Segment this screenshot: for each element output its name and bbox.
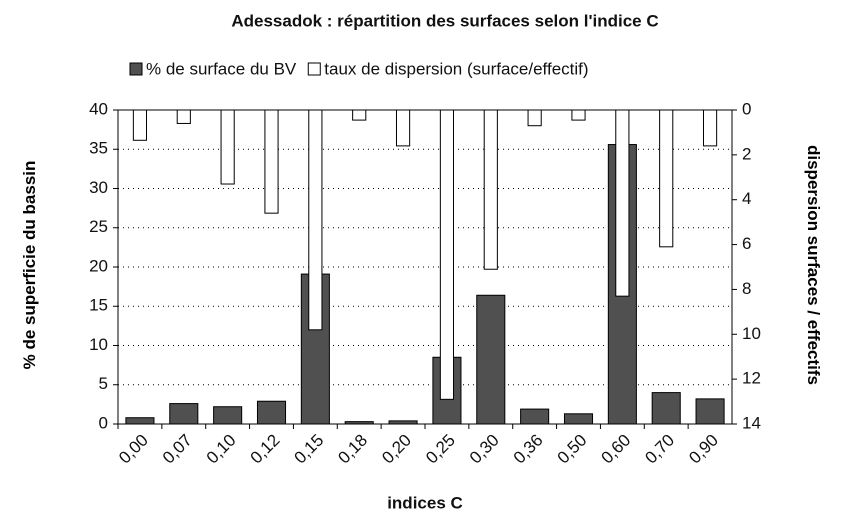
dispersion-bar — [439, 109, 455, 400]
surface-bar — [651, 392, 681, 425]
y-axis-label: % de superficie du bassin — [20, 160, 39, 370]
y-tick-label: 25 — [89, 217, 108, 236]
x-tick-label: 0,15 — [291, 431, 328, 468]
y2-axis-label: dispersion surfaces / effectifs — [804, 145, 824, 385]
dispersion-bar — [571, 109, 586, 121]
dispersion-bar — [132, 109, 148, 141]
surface-bar — [169, 403, 199, 425]
legend-label: taux de dispersion (surface/effectif) — [324, 59, 588, 78]
dispersion-bar — [659, 109, 674, 248]
plot-frame — [117, 109, 733, 425]
y-tick-label: 15 — [89, 296, 108, 315]
dispersion-bar — [527, 109, 542, 127]
y2-tick-label: 2 — [742, 144, 751, 163]
x-tick-label: 0,20 — [378, 431, 415, 468]
x-tick-label: 0,50 — [554, 431, 591, 468]
legend-label: % de surface du BV — [146, 59, 297, 78]
surface-bar — [563, 413, 594, 425]
y-tick-label: 10 — [89, 335, 108, 354]
dispersion-bar — [615, 109, 630, 297]
y2-tick-label: 0 — [742, 99, 751, 118]
x-tick-label: 0,60 — [598, 431, 635, 468]
dispersion-bar — [352, 109, 367, 121]
y-tick-label: 30 — [89, 178, 108, 197]
surface-bar — [256, 400, 287, 425]
y2-tick-label: 12 — [742, 369, 761, 388]
y-tick-label: 40 — [89, 99, 108, 118]
surface-bar — [213, 406, 243, 425]
x-tick-label: 0,30 — [466, 431, 503, 468]
x-tick-label: 0,12 — [247, 431, 284, 468]
y2-tick-label: 10 — [742, 324, 761, 343]
surface-bar — [520, 408, 550, 425]
y-tick-label: 0 — [99, 413, 108, 432]
x-tick-label: 0,70 — [641, 431, 678, 468]
dispersion-bar — [176, 109, 191, 124]
dispersion-bar — [702, 109, 718, 147]
dispersion-bar — [220, 109, 235, 185]
y2-tick-label: 4 — [742, 189, 751, 208]
x-tick-label: 0,25 — [422, 431, 459, 468]
x-tick-label: 0,36 — [510, 431, 547, 468]
dispersion-bar — [395, 109, 411, 147]
y2-axis-label-box: dispersion surfaces / effectifs — [804, 145, 824, 385]
surface-bar — [695, 398, 725, 425]
dispersion-bar — [483, 109, 498, 270]
x-tick-label: 0,00 — [115, 431, 152, 468]
legend-swatch — [307, 62, 321, 76]
y2-tick-label: 14 — [742, 413, 761, 432]
y2-tick-label: 6 — [742, 234, 751, 253]
y-tick-label: 5 — [99, 374, 108, 393]
surface-bar — [476, 294, 506, 425]
x-tick-label: 0,18 — [334, 431, 371, 468]
dispersion-bar — [308, 109, 323, 331]
x-axis-label: indices C — [387, 493, 463, 512]
y2-tick-label: 8 — [742, 279, 751, 298]
x-tick-label: 0,10 — [203, 431, 240, 468]
x-tick-label: 0,90 — [685, 431, 722, 468]
y-tick-label: 35 — [89, 139, 108, 158]
dispersion-bar — [264, 109, 279, 214]
chart-title: Adessadok : répartition des surfaces sel… — [231, 11, 658, 30]
x-tick-label: 0,07 — [159, 431, 196, 468]
surface-bar — [125, 417, 155, 425]
y-tick-label: 20 — [89, 256, 108, 275]
y-axis-label-box: % de superficie du bassin — [20, 160, 39, 370]
legend-swatch — [129, 62, 143, 76]
